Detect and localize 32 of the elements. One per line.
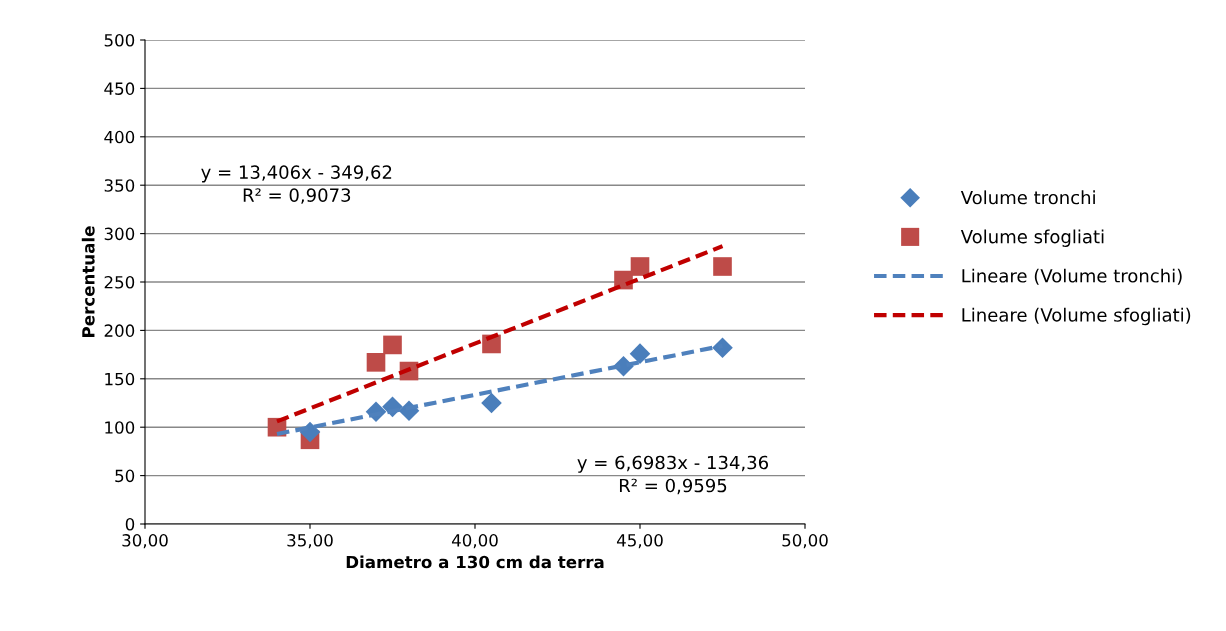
annotation: y = 6,6983x - 134,36 R² = 0,9595 [577,455,769,495]
legend-label: Volume tronchi [960,190,1095,205]
x-axis-title: Diametro a 130 cm da terra [346,555,604,569]
y-tick-label: 350 [104,179,135,192]
annotation: y = 13,406x - 349,62 R² = 0,9073 [201,165,392,204]
x-tick-label: 50,00 [782,534,828,549]
y-tick-label: 300 [104,227,135,241]
y-tick-label: 150 [105,372,135,386]
legend-label: Volume sfogliati [960,229,1104,247]
point [299,421,321,443]
y-tick-label: 50 [115,469,135,483]
point [481,392,502,414]
x-tick-label: 40,00 [451,534,498,549]
y-tick-label: 100 [105,421,135,434]
y-tick-label: 0 [125,517,135,531]
x-tick-label: 35,00 [287,534,333,549]
point [383,335,402,355]
y-tick-label: 200 [104,324,135,337]
point [712,337,733,359]
x-tick-label: 45,00 [616,534,663,549]
x-tick-label: 30,00 [122,534,168,549]
y-axis-title: Percentuale [81,226,95,337]
point [713,257,732,276]
y-tick-label: 500 [104,33,135,47]
y-tick-label: 400 [104,130,135,144]
point [629,343,651,364]
y-tick-label: 450 [104,82,135,95]
y-tick-label: 250 [104,275,135,289]
point [630,257,650,276]
legend-label: Lineare (Volume tronchi) [962,268,1182,285]
point [366,353,386,372]
legend-label: Lineare (Volume sfogliati) [962,307,1191,326]
